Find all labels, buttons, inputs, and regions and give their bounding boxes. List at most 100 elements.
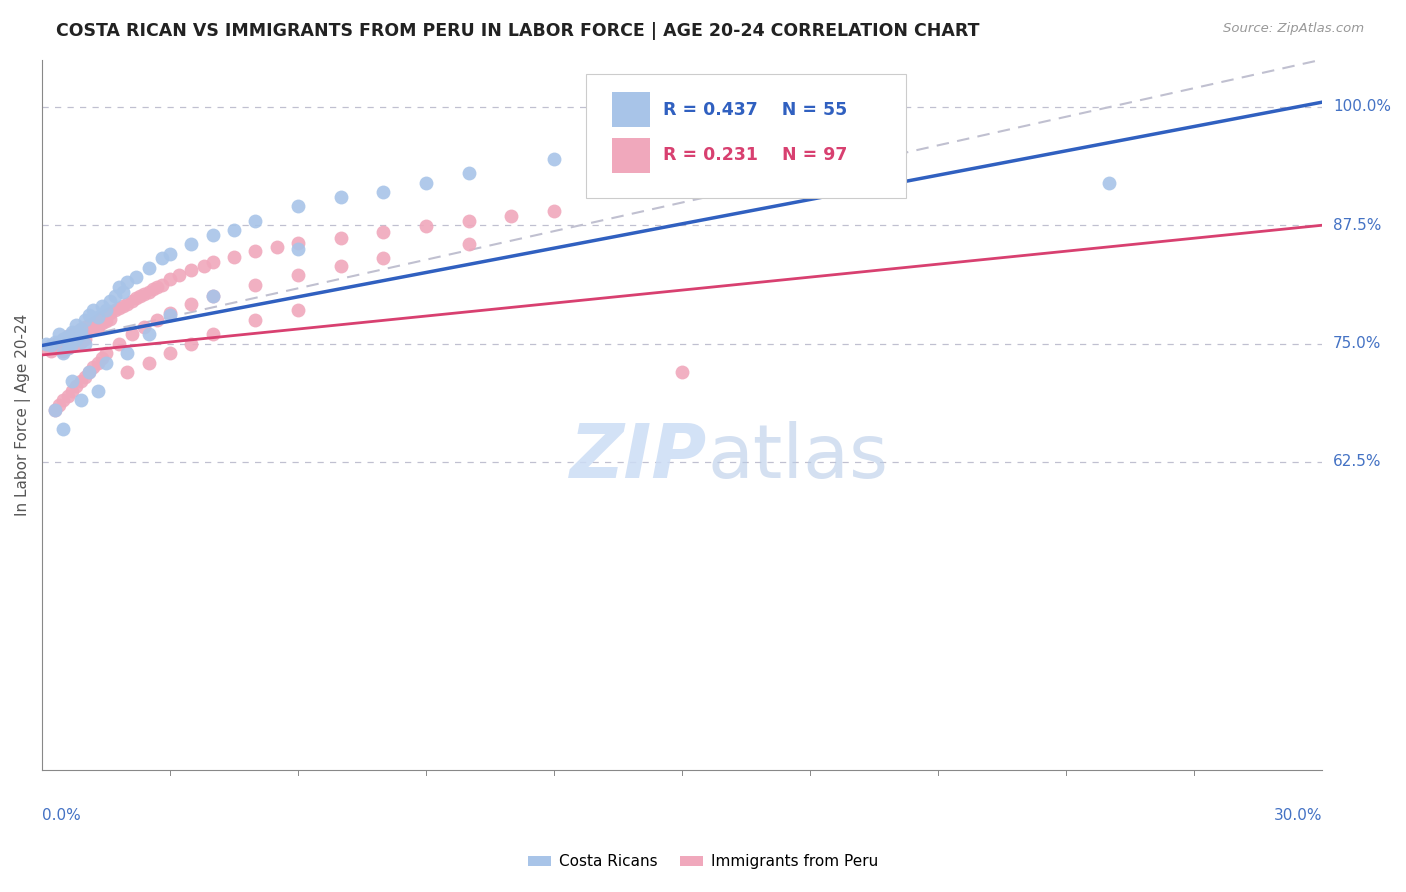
- Point: [373, 185, 395, 199]
- Point: [82, 316, 104, 330]
- Point: [69, 322, 91, 336]
- Point: [44, 334, 66, 349]
- Point: [543, 152, 565, 166]
- Point: [121, 327, 143, 342]
- Point: [77, 365, 100, 379]
- Point: [167, 268, 190, 283]
- Point: [373, 225, 395, 239]
- Point: [146, 280, 169, 294]
- Point: [245, 277, 267, 292]
- Point: [98, 312, 121, 326]
- Point: [98, 306, 121, 320]
- Point: [125, 270, 148, 285]
- Point: [150, 277, 173, 292]
- Text: R = 0.437    N = 55: R = 0.437 N = 55: [662, 101, 846, 119]
- Point: [60, 338, 83, 352]
- Point: [245, 244, 267, 258]
- Point: [142, 282, 165, 296]
- Point: [90, 351, 112, 365]
- Point: [287, 242, 309, 256]
- Point: [39, 338, 62, 352]
- Point: [73, 319, 96, 334]
- Text: R = 0.231    N = 97: R = 0.231 N = 97: [662, 146, 848, 164]
- Point: [201, 255, 224, 269]
- Point: [138, 260, 160, 275]
- Point: [457, 213, 479, 227]
- Point: [415, 219, 437, 234]
- Point: [108, 301, 131, 315]
- Point: [180, 297, 202, 311]
- Legend: Costa Ricans, Immigrants from Peru: Costa Ricans, Immigrants from Peru: [522, 848, 884, 875]
- Point: [146, 313, 169, 327]
- Point: [201, 289, 224, 303]
- Point: [69, 375, 91, 389]
- Point: [94, 346, 117, 360]
- Point: [90, 310, 112, 324]
- Point: [266, 240, 288, 254]
- Point: [65, 332, 87, 346]
- Point: [69, 322, 91, 336]
- Point: [90, 316, 112, 330]
- Point: [69, 393, 91, 408]
- Point: [108, 280, 131, 294]
- Point: [98, 293, 121, 308]
- Point: [56, 342, 79, 356]
- Text: 30.0%: 30.0%: [1274, 808, 1322, 823]
- Point: [201, 289, 224, 303]
- Point: [39, 344, 62, 359]
- Point: [69, 327, 91, 342]
- Point: [671, 365, 693, 379]
- Point: [69, 334, 91, 349]
- Point: [56, 389, 79, 403]
- Point: [104, 303, 127, 318]
- Point: [104, 289, 127, 303]
- Point: [373, 252, 395, 266]
- Point: [52, 344, 75, 359]
- Point: [69, 329, 91, 343]
- Point: [48, 398, 70, 412]
- Point: [1097, 176, 1119, 190]
- Point: [180, 237, 202, 252]
- Point: [287, 199, 309, 213]
- Point: [82, 303, 104, 318]
- Point: [60, 375, 83, 389]
- Point: [73, 369, 96, 384]
- Point: [65, 336, 87, 351]
- Point: [245, 313, 267, 327]
- Point: [65, 318, 87, 332]
- Point: [138, 285, 160, 299]
- Text: 100.0%: 100.0%: [1333, 99, 1391, 114]
- Point: [117, 275, 139, 289]
- Point: [457, 237, 479, 252]
- Point: [159, 246, 181, 260]
- Point: [329, 230, 352, 244]
- Point: [82, 321, 104, 335]
- Point: [39, 338, 62, 352]
- Point: [287, 268, 309, 283]
- Point: [44, 402, 66, 417]
- Point: [543, 204, 565, 219]
- Point: [180, 336, 202, 351]
- Text: 62.5%: 62.5%: [1333, 454, 1382, 469]
- Point: [35, 336, 58, 351]
- FancyBboxPatch shape: [612, 92, 650, 127]
- Point: [108, 336, 131, 351]
- Point: [52, 332, 75, 346]
- Point: [48, 327, 70, 342]
- Point: [112, 285, 135, 299]
- Point: [222, 250, 245, 264]
- Point: [52, 332, 75, 346]
- Point: [86, 384, 108, 398]
- Point: [138, 355, 160, 369]
- Point: [73, 336, 96, 351]
- Point: [94, 308, 117, 322]
- Point: [117, 297, 139, 311]
- Point: [159, 272, 181, 286]
- Point: [60, 327, 83, 342]
- Point: [713, 133, 735, 147]
- Point: [134, 287, 156, 301]
- Point: [159, 306, 181, 320]
- Point: [222, 223, 245, 237]
- Point: [65, 379, 87, 393]
- Point: [44, 342, 66, 356]
